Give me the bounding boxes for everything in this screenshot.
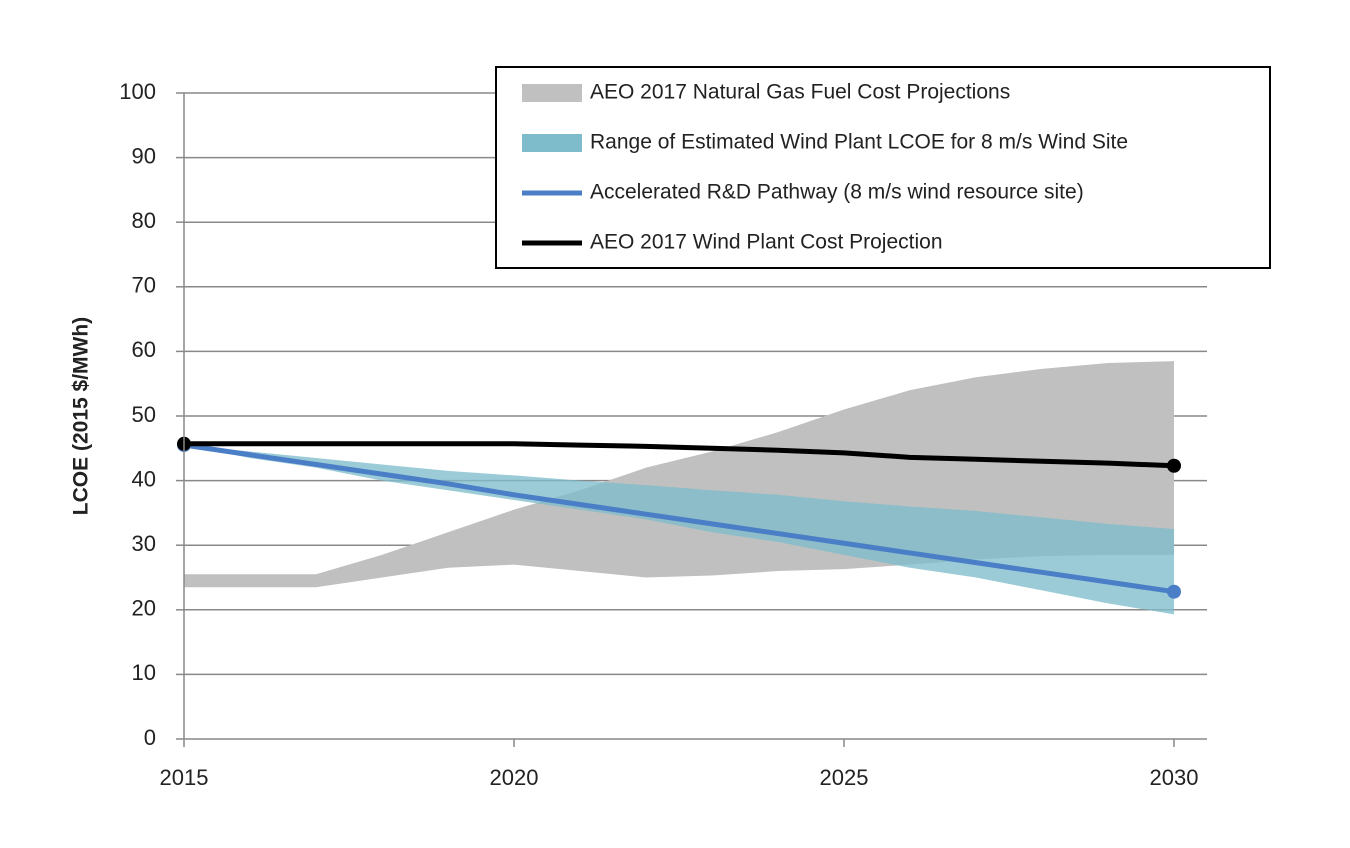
x-tick-label: 2020 [490, 765, 539, 790]
legend-label: AEO 2017 Wind Plant Cost Projection [590, 231, 943, 254]
y-axis-label: LCOE (2015 $/MWh) [70, 317, 93, 515]
legend-label: Accelerated R&D Pathway (8 m/s wind reso… [590, 181, 1084, 204]
y-tick-label: 100 [119, 79, 156, 104]
x-tick-label: 2015 [160, 765, 209, 790]
y-tick-label: 80 [132, 208, 156, 233]
y-tick-label: 70 [132, 273, 156, 298]
band-area [184, 445, 1174, 615]
x-tick-label: 2030 [1150, 765, 1199, 790]
x-tick-label: 2025 [820, 765, 869, 790]
y-tick-label: 50 [132, 402, 156, 427]
legend-box [495, 66, 1271, 269]
legend-label: Range of Estimated Wind Plant LCOE for 8… [590, 131, 1128, 154]
end-marker [1167, 584, 1181, 599]
end-marker [1167, 458, 1181, 473]
y-tick-label: 40 [132, 466, 156, 491]
y-tick-label: 60 [132, 337, 156, 362]
y-tick-label: 30 [132, 531, 156, 556]
y-tick-label: 90 [132, 143, 156, 168]
legend: AEO 2017 Natural Gas Fuel Cost Projectio… [495, 66, 1271, 269]
y-tick-label: 10 [132, 660, 156, 685]
series-line [184, 441, 1175, 469]
legend-swatch [522, 84, 582, 102]
legend-swatch [522, 134, 582, 152]
y-tick-label: 0 [144, 725, 156, 750]
y-tick-label: 20 [132, 596, 156, 621]
legend-label: AEO 2017 Natural Gas Fuel Cost Projectio… [590, 81, 1010, 104]
series-line [183, 442, 1175, 595]
